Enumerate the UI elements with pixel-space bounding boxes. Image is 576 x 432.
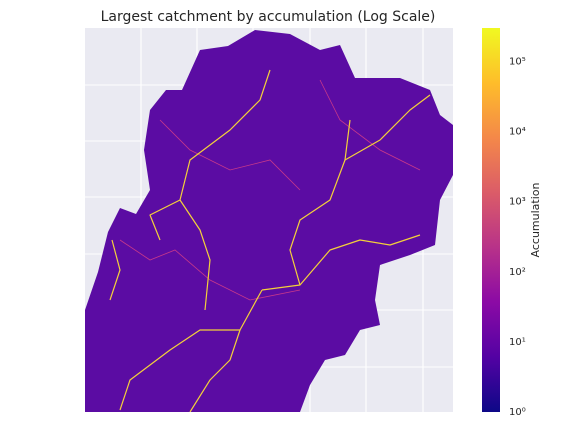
colorbar-tick-label: 10³ <box>509 197 526 208</box>
colorbar-label: Accumulation <box>529 183 542 258</box>
catchment-raster <box>85 30 453 412</box>
colorbar-tick-label: 10⁵ <box>509 56 526 67</box>
colorbar-tick-label: 10¹ <box>509 337 526 348</box>
colorbar-tick-label: 10² <box>509 267 526 278</box>
colorbar-tick-label: 10⁰ <box>509 407 526 418</box>
colorbar-tick-label: 10⁴ <box>509 127 526 138</box>
colorbar <box>482 28 500 412</box>
chart-title: Largest catchment by accumulation (Log S… <box>101 9 436 25</box>
